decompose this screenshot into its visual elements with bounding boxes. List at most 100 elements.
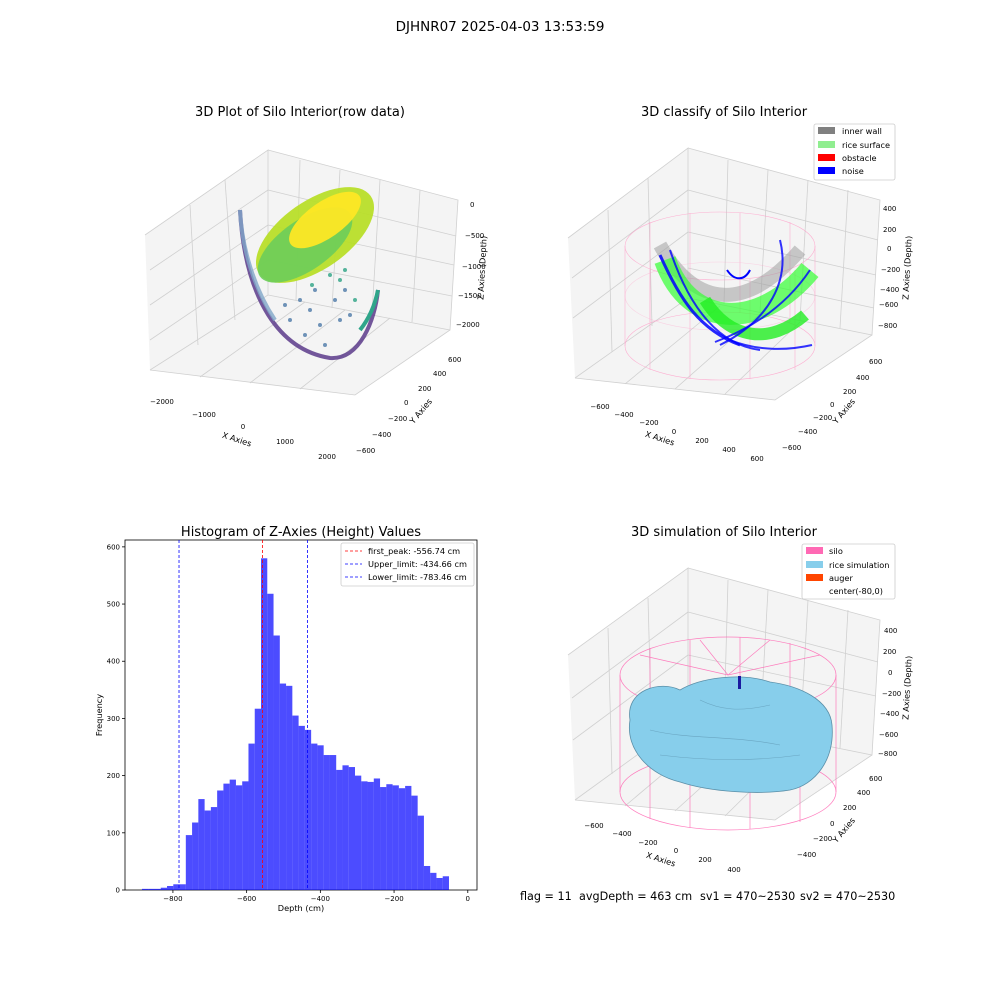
histogram-bar (204, 810, 211, 890)
histogram-bar (223, 783, 230, 890)
histogram-bar (367, 781, 374, 890)
histogram-bar (279, 683, 287, 890)
simulation-legend-item-1: rice simulation (806, 560, 889, 570)
raw-panel-title: 3D Plot of Silo Interior(row data) (195, 105, 405, 120)
svg-text:−200: −200 (881, 266, 900, 274)
histogram-bar (361, 781, 368, 890)
svg-text:−200: −200 (813, 835, 832, 843)
figure-suptitle: DJHNR07 2025-04-03 13:53:59 (396, 19, 605, 35)
svg-text:−800: −800 (878, 750, 897, 758)
svg-text:600: 600 (869, 775, 882, 783)
histogram-bar (179, 884, 186, 890)
legend-swatch (806, 547, 823, 554)
histogram-ylabel: Frequency (94, 694, 104, 736)
legend-label: Upper_limit: -434.66 cm (368, 559, 467, 569)
svg-text:−600: −600 (879, 731, 898, 739)
svg-text:0: 0 (830, 401, 834, 409)
raw-ytick: 600 (448, 356, 461, 364)
svg-text:200: 200 (695, 437, 708, 445)
histogram-bar (405, 785, 412, 890)
simulation-legend-item-3: center(-80,0) (806, 586, 883, 596)
histogram-bar (210, 807, 218, 890)
svg-text:0: 0 (830, 820, 834, 828)
xtick-label: 0 (466, 895, 470, 903)
classify-silo-wireframe (624, 211, 816, 381)
legend-swatch (806, 587, 823, 594)
simulation-panel-title: 3D simulation of Silo Interior (631, 525, 818, 540)
histogram-bar (317, 745, 324, 890)
legend-swatch (818, 127, 835, 134)
avg-depth-text: avgDepth = 463 cm (579, 890, 692, 903)
ytick-label: 600 (107, 543, 120, 551)
svg-text:−800: −800 (878, 322, 897, 330)
classify-legend-item-3: noise (818, 166, 864, 176)
histogram-bar (242, 781, 249, 890)
histogram-bar (430, 872, 437, 890)
simulation-xlabel: X Axies (645, 850, 677, 869)
histogram-xticks: −800 −600 −400 −200 0 (163, 890, 470, 903)
svg-text:−600: −600 (590, 403, 609, 411)
svg-text:−200: −200 (638, 839, 657, 847)
svg-text:−600: −600 (584, 822, 603, 830)
ytick-label: 0 (116, 887, 120, 895)
histogram-bar (267, 593, 274, 890)
histogram-bar (192, 822, 199, 890)
legend-swatch (806, 574, 823, 581)
svg-text:200: 200 (883, 648, 896, 656)
histogram-bar (235, 785, 243, 890)
histogram-bar (423, 865, 431, 890)
xtick-label: −600 (237, 895, 256, 903)
histogram-bar (254, 708, 262, 890)
svg-text:−600: −600 (879, 301, 898, 309)
xtick-label: −800 (163, 895, 182, 903)
ytick-label: 300 (107, 715, 120, 723)
svg-text:200: 200 (883, 226, 896, 234)
raw-ytick: −200 (388, 415, 407, 423)
histogram-bar (217, 790, 224, 890)
svg-text:obstacle: obstacle (842, 153, 877, 163)
svg-text:−400: −400 (614, 411, 633, 419)
histogram-bar (417, 815, 424, 890)
simulation-legend-item-0: silo (806, 546, 843, 556)
svg-text:400: 400 (727, 866, 740, 874)
classify-legend: inner wall rice surface obstacle noise (813, 123, 896, 181)
histogram-bar (323, 755, 330, 890)
legend-label: first_peak: -556.74 cm (368, 546, 460, 556)
simulation-legend-item-2: auger (806, 573, 853, 583)
sv1-text: sv1 = 470~2530 (700, 890, 795, 903)
histogram-bar (141, 888, 149, 890)
histogram-bar (311, 743, 318, 890)
svg-text:200: 200 (698, 856, 711, 864)
histogram-bar (292, 715, 299, 890)
histogram-bar (336, 769, 343, 890)
classify-legend-item-2: obstacle (818, 153, 877, 163)
histogram-bar (185, 835, 193, 890)
raw-zlabel: Z Axies (Depth) (475, 236, 488, 301)
histogram-reference-lines (178, 540, 308, 890)
histogram-bar (298, 725, 305, 890)
raw-ytick: 400 (433, 370, 446, 378)
raw-ztick: −500 (465, 232, 484, 240)
svg-text:400: 400 (857, 789, 870, 797)
svg-text:rice surface: rice surface (842, 140, 890, 150)
ytick-label: 100 (107, 829, 120, 837)
svg-text:0: 0 (887, 245, 891, 253)
classify-3d-axes-box (567, 147, 881, 401)
ytick-label: 400 (107, 658, 120, 666)
legend-swatch (818, 167, 835, 174)
histogram-bar (411, 795, 418, 890)
svg-text:noise: noise (842, 166, 864, 176)
histogram-bar (286, 685, 293, 890)
legend-swatch (818, 141, 835, 148)
simulation-legend: silo rice simulation auger center(-80,0) (801, 543, 896, 600)
svg-text:−600: −600 (782, 444, 801, 452)
xtick-label: −400 (311, 895, 330, 903)
raw-ztick: −1500 (458, 292, 482, 300)
histogram-bar (229, 779, 236, 890)
classify-legend-item-0: inner wall (818, 126, 882, 136)
raw-ztick: −1000 (462, 263, 486, 271)
legend-swatch (806, 561, 823, 568)
raw-xlabel: X Axies (221, 430, 253, 449)
histogram-bars (141, 558, 449, 890)
